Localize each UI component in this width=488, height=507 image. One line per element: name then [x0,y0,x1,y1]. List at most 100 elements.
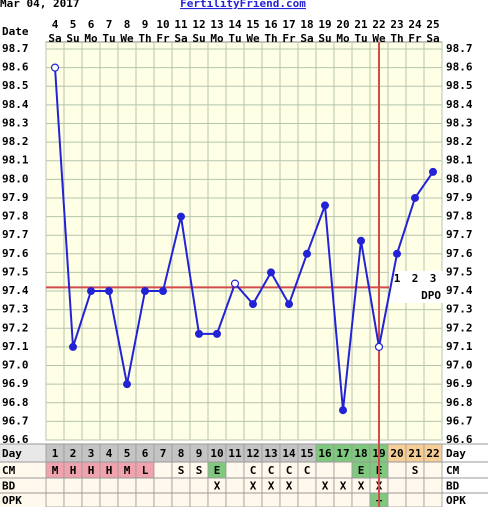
temperature-point [213,329,221,338]
row-cell [423,461,443,479]
y-tick-label-right: 98.7 [446,42,473,55]
weekday-label: Fr [282,32,296,45]
x-tick-label: 7 [106,18,113,31]
x-tick-label: 8 [124,18,131,31]
row-cell-text: 20 [390,447,403,460]
x-tick-label: 16 [264,18,278,31]
weekday-label: We [120,32,134,45]
row-cell [225,461,245,479]
row-label-right: BD [446,480,460,493]
x-tick-label: 11 [174,18,188,31]
dpo-box [389,271,445,303]
row-cell-text: H [88,464,95,477]
row-cell [81,477,101,494]
row-cell [63,477,83,494]
x-tick-label: 6 [88,18,95,31]
site-link[interactable]: FertilityFriend.com [180,0,306,10]
y-tick-label-right: 97.2 [446,321,473,334]
y-tick-label-right: 97.4 [446,284,473,297]
row-cell-text: S [196,464,203,477]
row-cell-text: E [358,464,365,477]
y-tick-label: 97.2 [2,321,29,334]
y-tick-label: 98.6 [2,61,29,74]
y-tick-label-right: 98.4 [446,98,473,111]
row-label: CM [2,464,16,477]
row-cell [243,492,263,507]
row-cell-text: 6 [142,447,149,460]
row-cell-text: 8 [178,447,185,460]
x-tick-label: 15 [246,18,259,31]
row-cell-text: 17 [336,447,349,460]
row-cell [45,492,65,507]
x-tick-label: 21 [354,18,368,31]
weekday-label: Mo [210,32,224,45]
x-tick-label: 5 [70,18,77,31]
row-cell [225,492,245,507]
row-cell [63,492,83,507]
row-cell [207,492,227,507]
row-cell-text: 21 [408,447,422,460]
y-tick-label-right: 97.7 [446,228,473,241]
row-cell [117,477,137,494]
weekday-label: Mo [84,32,98,45]
x-tick-label: 13 [210,18,223,31]
weekday-label: Sa [426,32,439,45]
row-cell-text: 3 [88,447,95,460]
weekday-label: Tu [354,32,367,45]
y-tick-label: 98.7 [2,42,29,55]
y-tick-label-right: 96.8 [446,396,473,409]
row-cell [297,477,317,494]
y-tick-label-right: 97.3 [446,303,473,316]
y-tick-label: 97.8 [2,210,29,223]
dpo-unit: DPO [421,289,441,302]
row-cell-text: M [52,464,59,477]
temperature-point [105,287,113,296]
row-label-right: CM [446,464,460,477]
x-tick-label: 18 [300,18,313,31]
chart-title: Mar 04, 2017 [0,0,79,10]
y-tick-label-right: 98.5 [446,79,473,92]
y-tick-label-right: 97.9 [446,191,473,204]
temperature-point [159,287,167,296]
weekday-label: Sa [48,32,61,45]
y-tick-label-right: 98.1 [446,154,473,167]
weekday-label: Su [192,32,205,45]
row-cell [99,492,119,507]
temperature-point [230,279,240,288]
dpo-label: 2 [412,272,419,285]
row-cell [315,492,335,507]
x-tick-label: 14 [228,18,242,31]
temperature-point [393,249,401,258]
y-tick-label: 96.7 [2,414,29,427]
y-tick-label-right: 98.3 [446,116,473,129]
y-tick-label: 98.3 [2,116,29,129]
dpo-label: 3 [430,272,437,285]
row-cell-text: X [340,480,347,493]
row-cell [99,477,119,494]
weekday-label: Tu [228,32,241,45]
row-cell [279,492,299,507]
y-tick-label: 97.6 [2,247,29,260]
x-tick-label: 12 [192,18,205,31]
row-cell-text: C [268,464,275,477]
row-cell-text: 18 [354,447,367,460]
y-tick-label: 97.4 [2,284,29,297]
row-cell-text: H [70,464,77,477]
row-cell-text: L [142,464,149,477]
temperature-point [285,300,293,309]
x-tick-label: 4 [52,18,59,31]
row-cell-text: S [178,464,185,477]
y-tick-label: 97.7 [2,228,29,241]
row-cell-text: C [286,464,293,477]
weekday-label: We [372,32,386,45]
x-tick-label: 25 [426,18,439,31]
y-tick-label: 98.5 [2,79,29,92]
row-cell-text: M [124,464,131,477]
row-cell [81,492,101,507]
temperature-point [374,342,384,352]
row-label: Day [2,447,22,460]
y-tick-label-right: 96.9 [446,377,473,390]
row-cell-text: 13 [264,447,277,460]
row-cell-text: X [322,480,329,493]
row-cell [423,477,443,494]
